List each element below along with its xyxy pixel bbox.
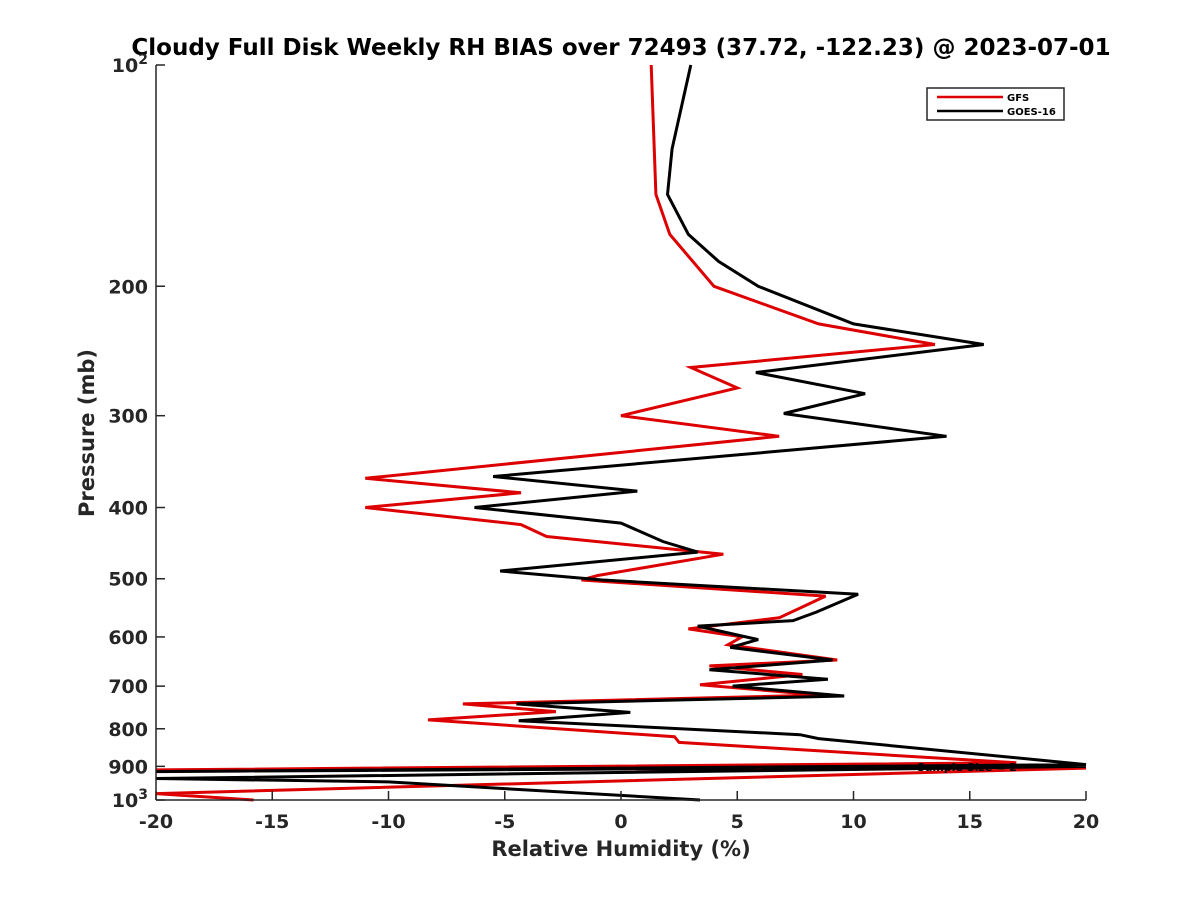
y-tick-label: 200 [108, 276, 148, 298]
sample-size-annotation: Sample Size = 2 [917, 761, 1017, 774]
y-tick-label: 103 [112, 787, 148, 812]
y-tick-label: 300 [108, 406, 148, 428]
x-tick-label: 5 [731, 811, 744, 833]
y-tick-label: 800 [108, 719, 148, 741]
x-tick-label: -10 [371, 811, 405, 833]
axes-layer [155, 64, 1087, 801]
y-tick-label: 102 [112, 52, 148, 77]
x-axis-label: Relative Humidity (%) [491, 837, 750, 861]
x-tick-label: 15 [957, 811, 983, 833]
x-tick-label: -20 [139, 811, 173, 833]
y-axis-label: Pressure (mb) [75, 349, 99, 517]
x-tick-label: 20 [1073, 811, 1099, 833]
legend-label-gfs: GFS [1007, 93, 1029, 104]
x-tick-label: -15 [255, 811, 289, 833]
x-tick-labels: -20 -15 -10 -5 0 5 10 15 20 [139, 811, 1099, 833]
y-tick-label: 600 [108, 627, 148, 649]
legend-box [926, 87, 1065, 121]
y-tick-label: 500 [108, 569, 148, 591]
x-tick-label: -5 [494, 811, 515, 833]
chart-title: Cloudy Full Disk Weekly RH BIAS over 724… [131, 35, 1110, 61]
legend: GFS GOES-16 [926, 87, 1065, 121]
series-line-gfs [155, 64, 1087, 802]
y-tick-label: 700 [108, 676, 148, 698]
y-tick-labels: 102 200 300 400 500 600 700 800 900 103 [108, 52, 148, 812]
y-tick-label: 400 [108, 498, 148, 520]
x-tick-label: 10 [840, 811, 866, 833]
series-layer [155, 64, 1087, 802]
legend-label-goes16: GOES-16 [1007, 107, 1056, 118]
series-line-goes16 [155, 64, 1087, 802]
x-tick-label: 0 [614, 811, 627, 833]
y-tick-label: 900 [108, 756, 148, 778]
